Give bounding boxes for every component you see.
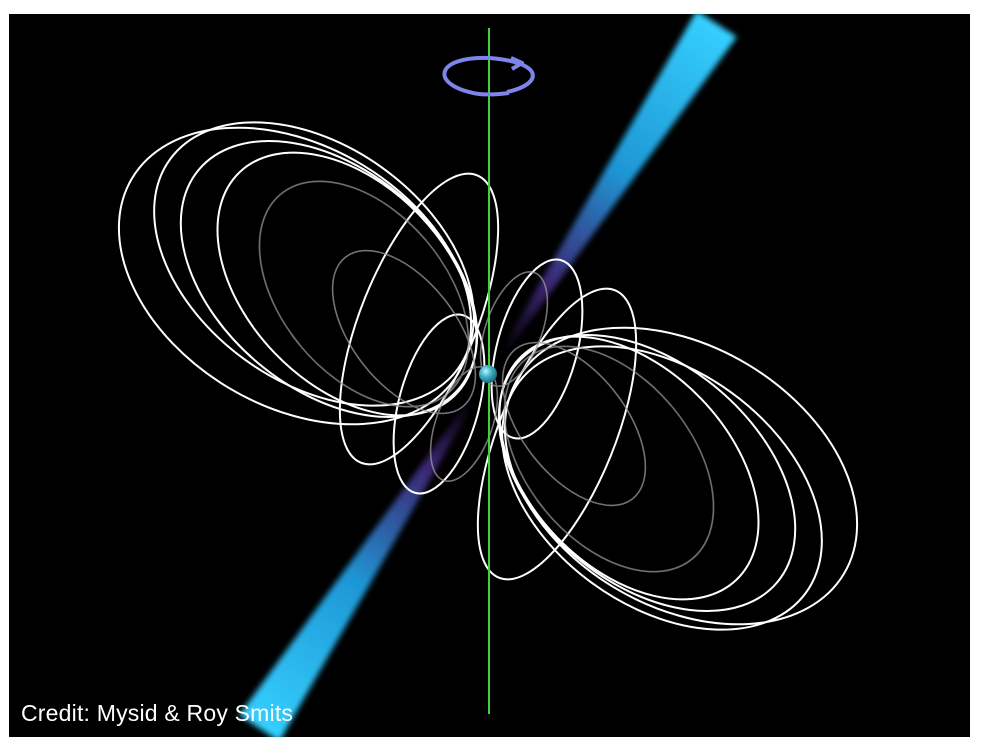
field-lines <box>117 121 859 631</box>
field-line <box>498 335 760 601</box>
field-line <box>331 249 477 415</box>
beam-upper <box>501 14 737 353</box>
pulsar-illustration <box>117 14 859 737</box>
pulsar-diagram: Credit: Mysid & Roy Smits <box>9 14 970 737</box>
field-line <box>479 271 549 387</box>
field-line <box>501 345 823 631</box>
field-line <box>179 140 479 418</box>
field-line <box>216 151 478 417</box>
field-line <box>153 121 475 407</box>
field-line <box>490 258 584 440</box>
image-credit: Credit: Mysid & Roy Smits <box>21 700 294 726</box>
beam-lower <box>239 399 475 737</box>
field-line <box>476 287 638 581</box>
field-line <box>392 313 486 495</box>
field-line <box>338 172 500 466</box>
field-line <box>501 341 647 507</box>
rotation-arrow-icon <box>442 55 535 97</box>
field-line <box>497 334 797 612</box>
field-line <box>503 345 715 573</box>
neutron-star-icon <box>479 365 497 383</box>
